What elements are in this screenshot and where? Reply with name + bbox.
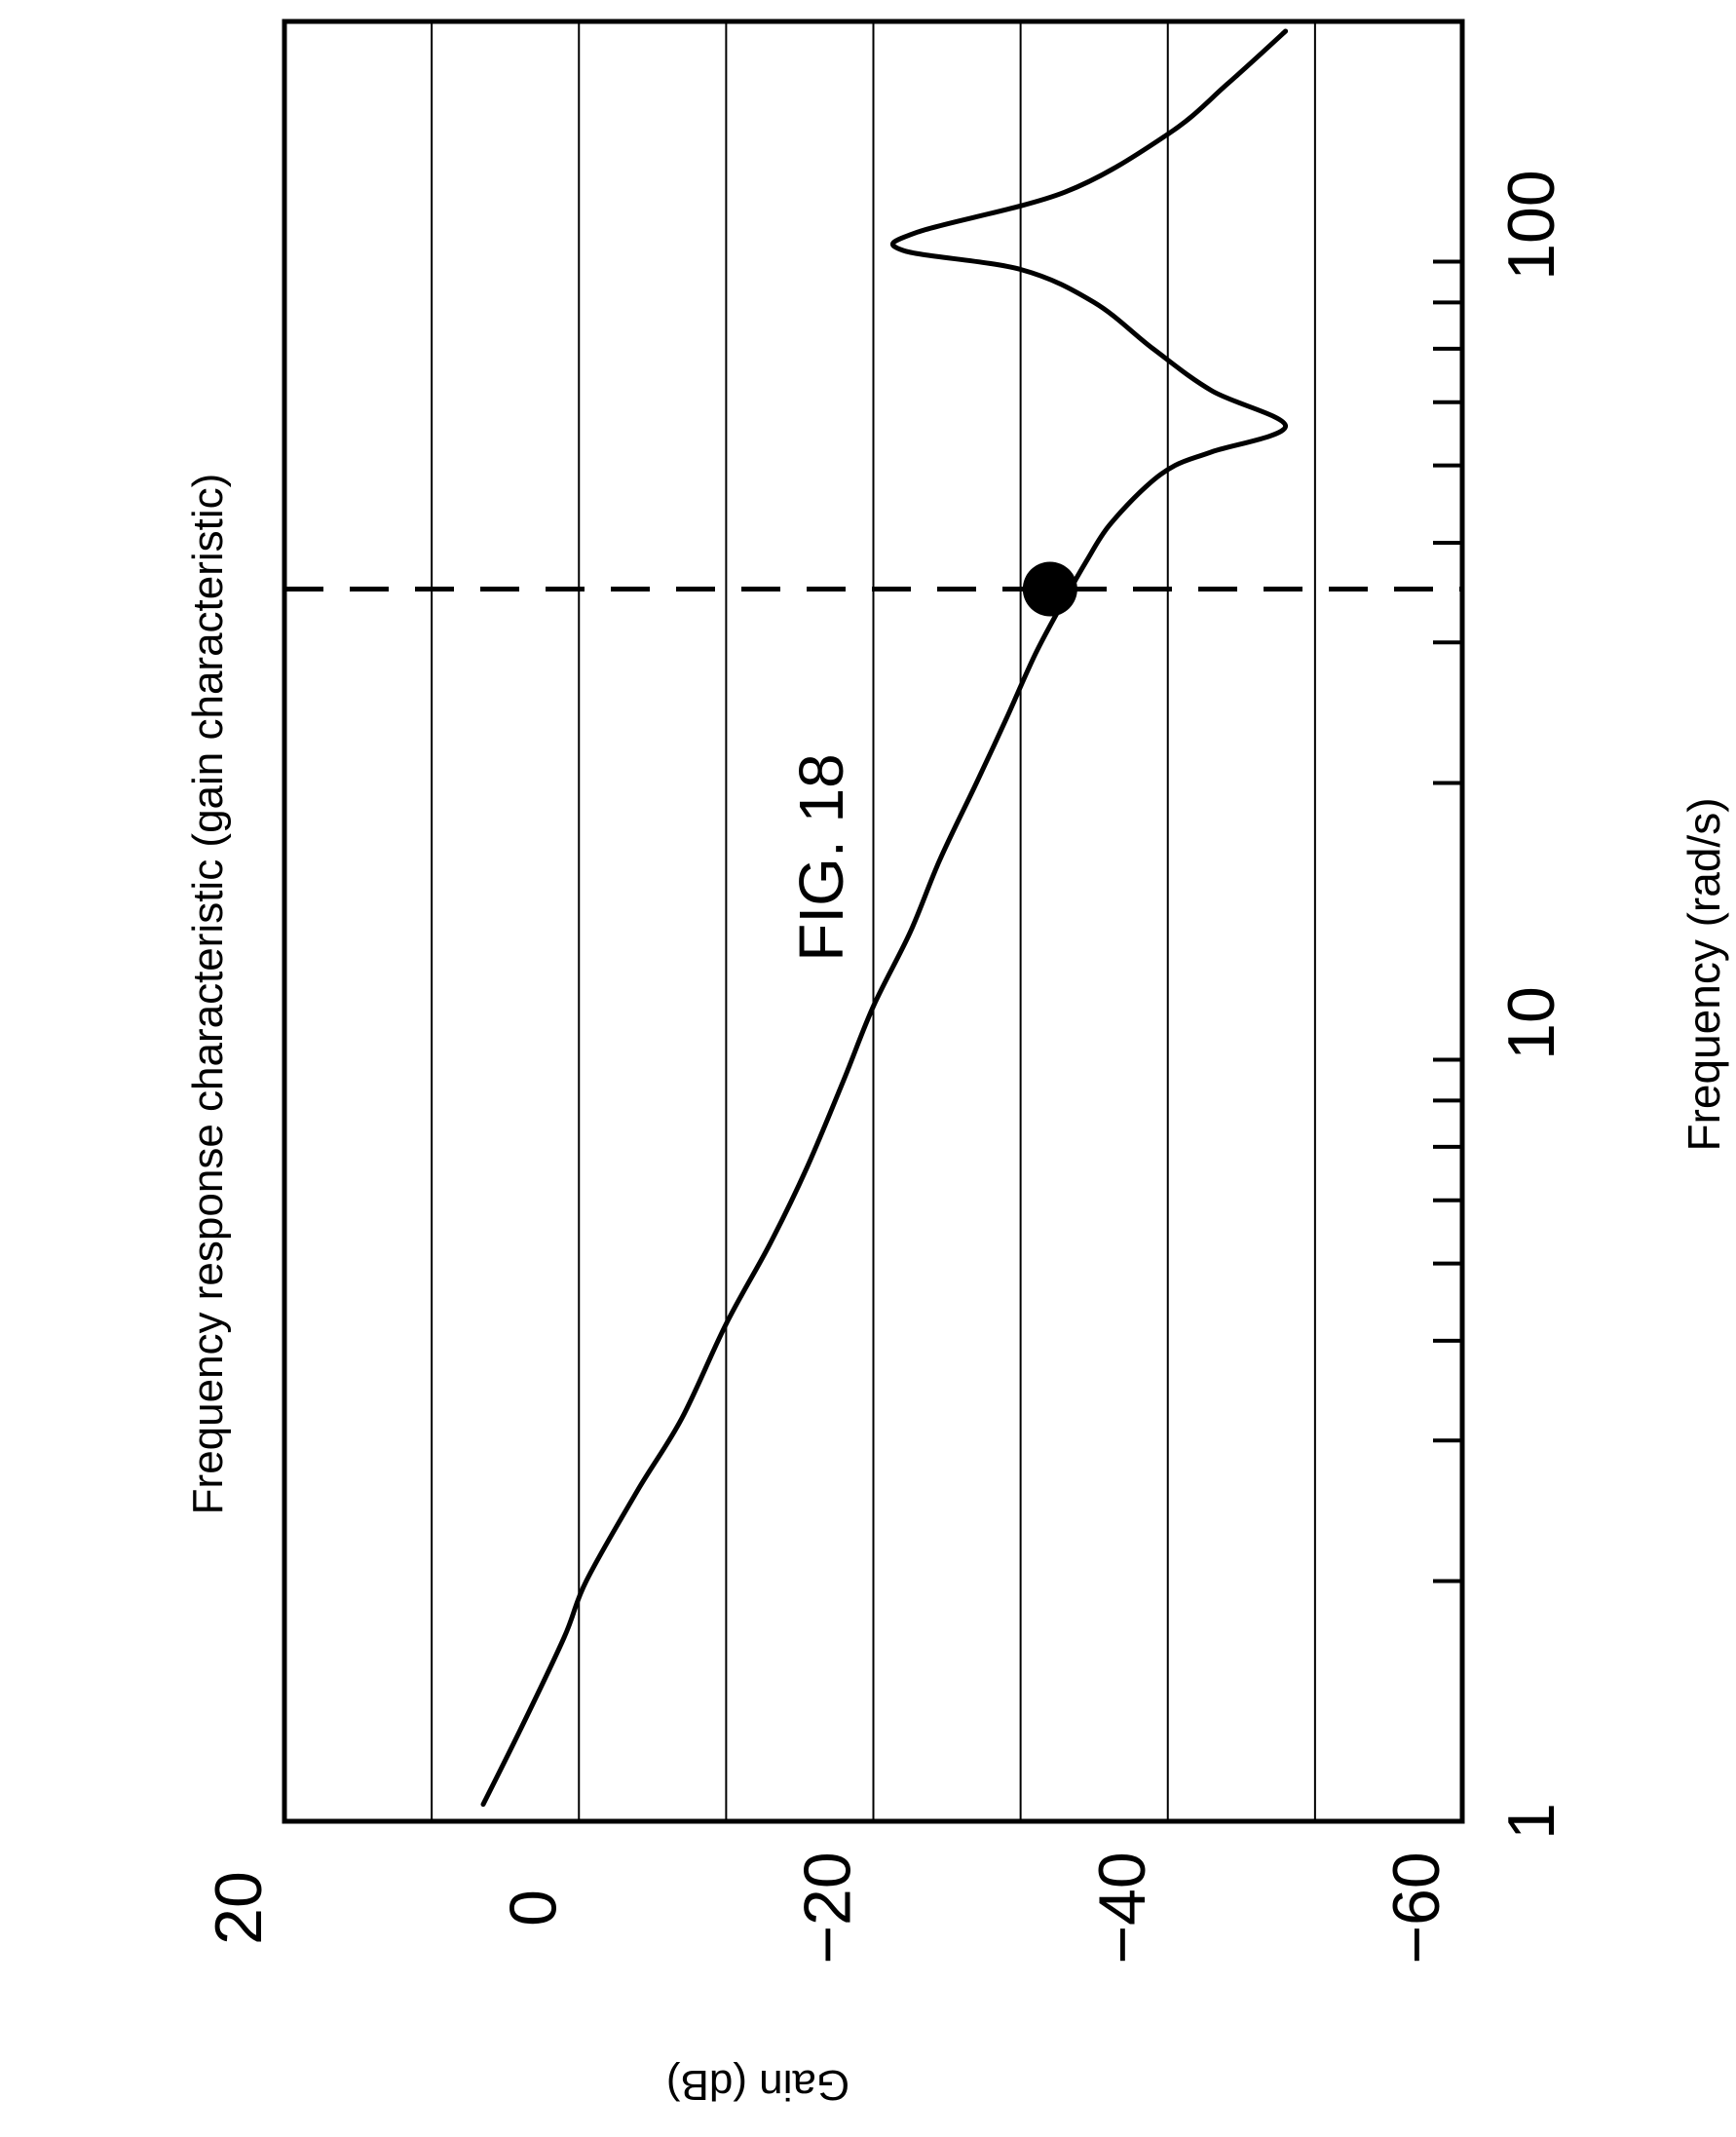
x-tick-label: 1 [1494,1803,1568,1840]
x-tick-labels: 1 10 100 [1494,170,1568,1840]
y-tick-label: 0 [496,1889,570,1927]
highlight-point [1022,561,1077,617]
x-tick-marks [1433,259,1462,1584]
y-axis-label: Gain (dB) [666,2061,849,2109]
y-tick-label: −20 [791,1851,865,1964]
chart-title: Frequency response characteristic (gain … [184,474,232,1515]
x-axis-label: Frequency (rad/s) [1679,797,1729,1151]
x-tick-label: 10 [1494,986,1568,1060]
y-tick-label: 20 [202,1871,276,1945]
plot-frame [282,19,1465,1824]
gain-curve [480,28,1289,1808]
figure-label: FIG. 18 [786,753,856,961]
x-tick-label: 100 [1494,170,1568,280]
y-gridlines [431,21,1316,1821]
y-tick-labels: 20 0 −20 −40 −60 [202,1851,1453,1964]
y-tick-label: −60 [1379,1851,1453,1964]
marker-layer [1022,561,1077,617]
gain-curve-layer [480,28,1289,1808]
y-tick-label: −40 [1085,1851,1159,1964]
